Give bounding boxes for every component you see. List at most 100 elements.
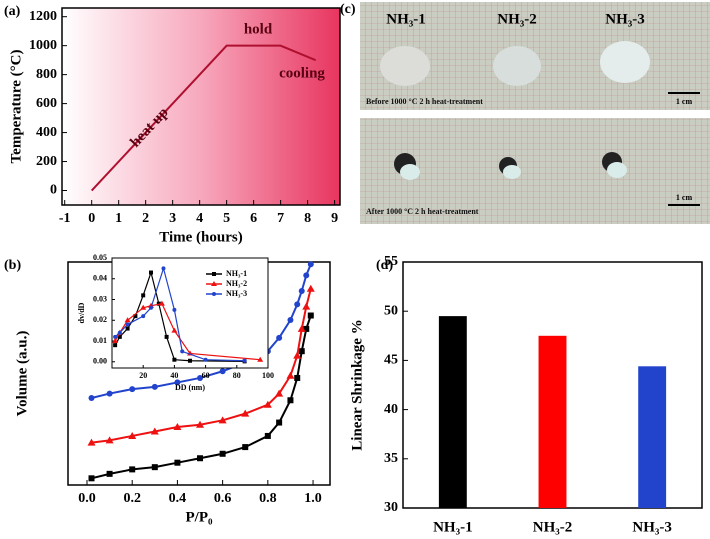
marker bbox=[219, 368, 226, 375]
x-tick-label: 0.2 bbox=[123, 491, 141, 506]
pellet bbox=[503, 165, 521, 179]
legend-label: NH₃-2 bbox=[226, 279, 247, 288]
y-axis-label: dv/dD bbox=[77, 302, 86, 323]
marker bbox=[128, 431, 137, 439]
x-tick-label: 0 bbox=[88, 211, 95, 226]
y-tick-label: 55 bbox=[384, 254, 398, 269]
marker bbox=[287, 316, 294, 323]
scale-label: 1 cm bbox=[676, 193, 693, 202]
marker bbox=[133, 314, 138, 319]
marker bbox=[303, 325, 310, 332]
series-line bbox=[114, 266, 245, 362]
x-tick-label: 80 bbox=[233, 371, 241, 380]
x-tick-label: 0.8 bbox=[259, 491, 277, 506]
marker bbox=[218, 416, 227, 424]
marker bbox=[164, 334, 169, 339]
bar bbox=[638, 366, 667, 508]
plot-frame bbox=[111, 257, 269, 369]
marker bbox=[149, 305, 153, 310]
y-axis-label: Linear Shrinkage % bbox=[349, 319, 365, 450]
inset-background bbox=[112, 258, 268, 368]
caption: Before 1000 °C 2 h heat-treatment bbox=[366, 97, 483, 106]
x-tick-label: NH₃-3 bbox=[632, 519, 672, 535]
marker bbox=[287, 397, 294, 404]
y-tick-label: 200 bbox=[36, 154, 57, 169]
marker bbox=[129, 466, 136, 473]
x-tick-label: 20 bbox=[139, 371, 147, 380]
y-tick-label: 0.02 bbox=[93, 315, 107, 324]
marker bbox=[180, 349, 185, 354]
marker bbox=[161, 266, 166, 271]
marker bbox=[302, 302, 311, 310]
marker bbox=[158, 300, 165, 306]
marker bbox=[276, 419, 283, 426]
y-tick-label: 0.03 bbox=[93, 294, 107, 303]
marker bbox=[150, 427, 159, 435]
panel-label: (a) bbox=[4, 4, 21, 19]
x-tick-label: 60 bbox=[202, 371, 210, 380]
marker bbox=[113, 343, 118, 348]
x-tick-label: 8 bbox=[304, 211, 311, 226]
x-axis-label: DD (nm) bbox=[175, 383, 205, 392]
pellet bbox=[380, 46, 430, 86]
marker bbox=[203, 357, 208, 362]
marker bbox=[149, 270, 153, 275]
marker bbox=[172, 357, 177, 362]
marker bbox=[151, 464, 158, 471]
marker bbox=[297, 324, 306, 332]
plot-frame bbox=[61, 7, 341, 206]
marker bbox=[88, 475, 95, 482]
marker bbox=[141, 314, 146, 319]
annotation: cooling bbox=[279, 65, 325, 81]
marker bbox=[140, 304, 147, 310]
y-tick-label: 0.04 bbox=[93, 274, 107, 283]
marker bbox=[171, 327, 178, 333]
marker bbox=[212, 272, 216, 276]
pellet bbox=[607, 162, 627, 178]
x-tick-label: 40 bbox=[170, 371, 178, 380]
y-tick-label: 45 bbox=[384, 353, 398, 368]
marker bbox=[105, 436, 114, 444]
marker bbox=[294, 301, 301, 308]
marker bbox=[307, 312, 314, 319]
marker bbox=[286, 371, 295, 379]
marker bbox=[124, 317, 131, 323]
marker bbox=[174, 459, 181, 466]
x-axis-label: Time (hours) bbox=[159, 229, 242, 245]
pellet bbox=[493, 46, 541, 86]
y-tick-label: 0.00 bbox=[93, 357, 107, 366]
marker bbox=[211, 281, 217, 286]
x-tick-label: 2 bbox=[142, 211, 149, 226]
sample-label: NH₃-2 bbox=[497, 11, 537, 27]
x-tick-label: -1 bbox=[59, 211, 71, 226]
x-tick-label: 7 bbox=[277, 211, 284, 226]
marker bbox=[88, 395, 95, 402]
x-tick-label: 1.0 bbox=[304, 491, 322, 506]
scale-label: 1 cm bbox=[676, 97, 693, 106]
y-tick-label: 800 bbox=[36, 67, 57, 82]
marker bbox=[173, 423, 182, 431]
marker bbox=[257, 356, 264, 362]
marker bbox=[294, 374, 301, 381]
marker bbox=[264, 432, 271, 439]
heat-background bbox=[62, 8, 340, 205]
marker bbox=[303, 272, 310, 279]
marker bbox=[141, 293, 146, 298]
legend-label: NH₃-1 bbox=[226, 269, 247, 278]
marker bbox=[148, 302, 154, 308]
x-tick-label: 4 bbox=[196, 211, 203, 226]
y-tick-label: 1000 bbox=[29, 38, 57, 53]
y-axis-label: Volume (a.u.) bbox=[14, 331, 30, 417]
photo-panel: (c) NH₃-1 NH₃-2 NH₃-3 Before 1000 °C 2 h… bbox=[340, 2, 710, 224]
marker bbox=[117, 330, 122, 335]
x-tick-label: 9 bbox=[331, 211, 338, 226]
marker bbox=[298, 287, 305, 294]
y-tick-label: 0.01 bbox=[93, 336, 107, 345]
marker bbox=[276, 334, 283, 341]
legend-label: NH₃-3 bbox=[226, 289, 247, 298]
y-tick-label: 1200 bbox=[29, 9, 57, 24]
caption: After 1000 °C 2 h heat-treatment bbox=[366, 207, 479, 216]
sample-label: NH₃-3 bbox=[605, 11, 645, 27]
marker bbox=[306, 284, 315, 292]
marker bbox=[242, 444, 249, 451]
